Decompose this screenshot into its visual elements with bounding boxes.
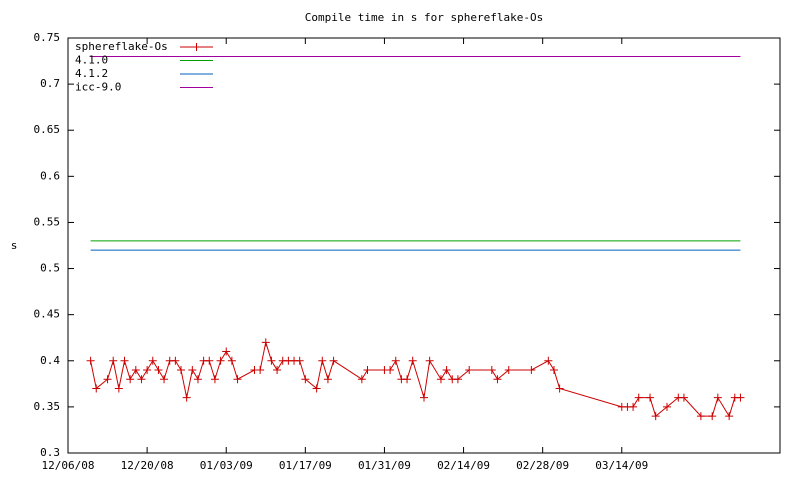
- data-point: [126, 375, 135, 384]
- data-point: [420, 393, 428, 402]
- data-point: [193, 375, 202, 384]
- data-point: [662, 402, 671, 411]
- data-point: [222, 347, 231, 356]
- data-point: [363, 366, 372, 374]
- data-point: [210, 375, 219, 384]
- data-point: [403, 375, 412, 384]
- data-point: [171, 356, 180, 365]
- data-point: [109, 356, 118, 365]
- legend-label: 4.1.0: [75, 54, 108, 67]
- data-point: [103, 375, 112, 384]
- data-point: [323, 375, 332, 384]
- data-point: [318, 356, 327, 365]
- data-point: [651, 412, 660, 421]
- chart-title: Compile time in s for sphereflake-Os: [305, 11, 543, 24]
- y-tick-label: 0.75: [34, 31, 61, 44]
- x-tick-label: 01/31/09: [358, 459, 411, 472]
- y-tick-label: 0.4: [40, 354, 60, 367]
- x-tick-label: 02/14/09: [437, 459, 490, 472]
- data-point: [114, 384, 123, 393]
- data-point: [629, 402, 638, 411]
- data-point: [216, 356, 225, 365]
- data-point: [188, 366, 197, 374]
- data-point: [177, 366, 186, 374]
- data-point: [391, 356, 400, 365]
- data-point: [267, 356, 276, 365]
- x-tick-label: 12/06/08: [42, 459, 95, 472]
- data-point: [544, 356, 553, 365]
- y-tick-label: 0.35: [34, 400, 61, 413]
- legend-label: icc-9.0: [75, 81, 121, 94]
- legend-label: sphereflake-Os: [75, 40, 168, 53]
- data-point: [504, 366, 513, 374]
- data-point: [301, 375, 310, 384]
- data-point: [487, 366, 496, 374]
- data-point: [256, 366, 265, 374]
- data-point: [549, 366, 558, 374]
- data-point: [227, 356, 236, 365]
- y-tick-label: 0.3: [40, 446, 60, 459]
- data-point: [143, 366, 152, 374]
- y-tick-label: 0.6: [40, 169, 60, 182]
- data-point: [527, 366, 536, 374]
- data-point: [261, 338, 270, 347]
- data-point: [357, 375, 366, 384]
- data-point: [493, 375, 502, 384]
- data-point: [295, 356, 304, 365]
- data-point: [736, 393, 745, 402]
- x-tick-label: 01/03/09: [200, 459, 253, 472]
- y-tick-label: 0.45: [34, 308, 61, 321]
- data-point: [646, 393, 655, 402]
- data-point: [205, 356, 214, 365]
- x-tick-label: 03/14/09: [595, 459, 648, 472]
- y-axis-label: s: [11, 239, 18, 252]
- data-point: [160, 375, 169, 384]
- x-tick-label: 12/20/08: [121, 459, 174, 472]
- y-tick-label: 0.55: [34, 215, 61, 228]
- data-point: [386, 366, 395, 374]
- data-point: [92, 384, 101, 393]
- data-point: [725, 412, 734, 421]
- data-point: [86, 356, 95, 365]
- data-point: [408, 356, 417, 365]
- plot-border: [67, 37, 781, 454]
- data-point: [453, 375, 462, 384]
- y-tick-label: 0.5: [40, 262, 60, 275]
- data-point: [273, 366, 282, 374]
- data-point: [131, 366, 140, 374]
- data-point: [696, 412, 705, 421]
- x-tick-label: 01/17/09: [279, 459, 332, 472]
- data-point: [182, 393, 191, 402]
- data-point: [312, 384, 321, 393]
- y-tick-label: 0.7: [40, 77, 60, 90]
- data-point: [425, 356, 434, 365]
- data-point: [148, 356, 157, 365]
- data-point: [137, 375, 146, 384]
- data-point: [713, 393, 722, 402]
- y-tick-label: 0.65: [34, 123, 61, 136]
- data-point: [442, 366, 451, 374]
- data-point: [154, 366, 163, 374]
- data-point: [634, 393, 643, 402]
- data-point: [708, 412, 717, 421]
- legend-marker: [192, 43, 201, 51]
- data-point: [120, 356, 129, 365]
- legend-label: 4.1.2: [75, 67, 108, 80]
- data-point: [233, 375, 242, 384]
- x-tick-label: 02/28/09: [516, 459, 569, 472]
- data-point: [555, 384, 564, 393]
- data-point: [465, 366, 474, 374]
- data-point: [329, 356, 338, 365]
- data-point: [679, 393, 688, 402]
- data-point: [436, 375, 445, 384]
